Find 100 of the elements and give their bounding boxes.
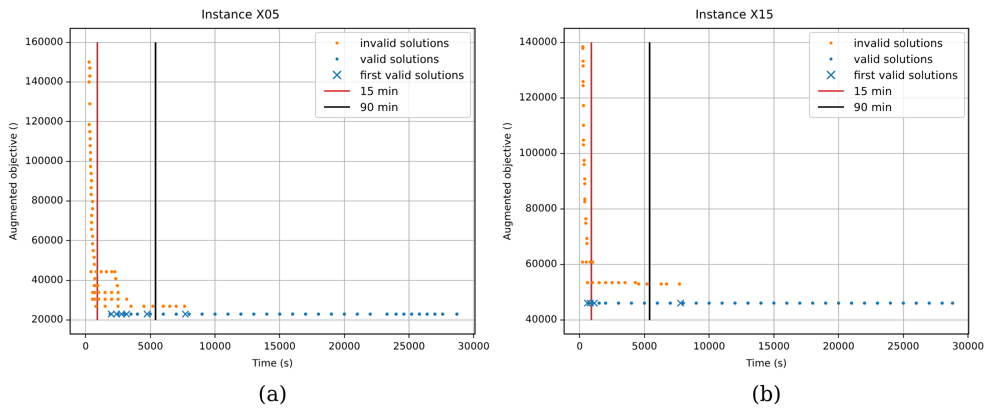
- y-tick-label: 100000: [24, 156, 64, 167]
- point: [616, 302, 620, 305]
- point: [584, 217, 588, 220]
- legend-label: invalid solutions: [360, 36, 450, 50]
- point: [586, 299, 594, 307]
- point: [581, 64, 585, 68]
- legend-label: 90 min: [360, 100, 398, 114]
- x-tick-label: 30000: [458, 342, 490, 353]
- x-axis-title: Time (s): [745, 358, 787, 370]
- x-tick-label: 25000: [393, 342, 425, 353]
- point: [637, 282, 640, 286]
- point: [586, 281, 590, 284]
- legend-label: first valid solutions: [360, 68, 464, 82]
- point: [582, 104, 586, 108]
- point: [811, 302, 814, 305]
- text: (a): [258, 382, 288, 406]
- point: [798, 302, 802, 305]
- point: [824, 302, 828, 305]
- point: [772, 302, 776, 305]
- point: [888, 302, 892, 305]
- legend-label: 15 min: [360, 84, 398, 98]
- point: [584, 222, 588, 225]
- point: [623, 281, 627, 284]
- point: [678, 282, 681, 286]
- y-tick-label: 80000: [31, 196, 64, 207]
- point: [604, 281, 608, 284]
- point: [940, 302, 944, 305]
- point: [660, 282, 663, 286]
- point: [642, 302, 646, 305]
- point: [682, 302, 685, 305]
- point: [656, 302, 659, 305]
- y-tick-label: 40000: [525, 314, 558, 326]
- y-tick-label: 60000: [525, 259, 558, 270]
- point: [591, 260, 594, 264]
- legend-label: valid solutions: [360, 52, 440, 66]
- point: [591, 281, 594, 284]
- point: [694, 302, 698, 305]
- y-tick-label: 40000: [31, 275, 64, 286]
- point: [950, 302, 954, 305]
- point: [583, 182, 586, 186]
- point: [583, 200, 586, 204]
- point: [850, 302, 854, 305]
- point: [582, 124, 586, 127]
- x-tick-label: 5000: [138, 342, 164, 353]
- point: [876, 302, 880, 305]
- point: [580, 260, 584, 264]
- point: [585, 236, 588, 240]
- point: [584, 260, 588, 264]
- x-tick-label: 15000: [758, 342, 790, 353]
- point: [598, 281, 601, 284]
- point: [598, 302, 601, 305]
- point: [581, 60, 585, 63]
- x-tick-label: 20000: [328, 342, 360, 353]
- point: [668, 302, 672, 305]
- point: [630, 302, 634, 305]
- x-tick-label: 15000: [264, 342, 296, 353]
- point: [584, 299, 592, 307]
- chart-title: Instance X15: [695, 7, 774, 22]
- legend-label: valid solutions: [854, 52, 933, 66]
- point: [634, 281, 637, 284]
- point: [583, 177, 586, 181]
- point: [746, 302, 750, 305]
- x-tick-label: 5000: [632, 342, 658, 353]
- legend-label: 15 min: [854, 84, 892, 98]
- x-tick-label: 0: [576, 342, 583, 353]
- point: [902, 302, 905, 305]
- point: [610, 281, 614, 284]
- x-tick-label: 20000: [822, 342, 855, 353]
- y-tick-label: 120000: [24, 116, 64, 128]
- point: [581, 84, 585, 88]
- point: [582, 138, 586, 142]
- y-tick-label: 20000: [31, 314, 64, 326]
- y-tick-label: 80000: [525, 204, 558, 215]
- legend-label: first valid solutions: [854, 68, 958, 82]
- point: [676, 299, 684, 307]
- y-tick-label: 140000: [518, 36, 558, 48]
- point: [582, 162, 586, 166]
- point: [862, 302, 866, 305]
- point: [759, 302, 763, 305]
- point: [582, 143, 586, 146]
- y-tick-label: 100000: [518, 148, 558, 160]
- point: [928, 302, 931, 305]
- point: [583, 197, 586, 201]
- y-tick-label: 160000: [24, 36, 64, 48]
- x-tick-label: 10000: [199, 342, 231, 353]
- point: [785, 302, 788, 305]
- y-tick-label: 120000: [518, 92, 558, 104]
- x-tick-label: 30000: [952, 342, 984, 353]
- point: [720, 302, 724, 305]
- point: [708, 302, 711, 305]
- y-axis-title: Augmented objective (): [8, 122, 20, 240]
- point: [914, 302, 918, 305]
- y-axis-title: Augmented objective (): [502, 122, 514, 240]
- point: [582, 158, 586, 162]
- text: (b): [752, 382, 782, 406]
- point: [664, 282, 668, 286]
- point: [837, 302, 840, 305]
- point: [733, 302, 737, 305]
- legend-label: 90 min: [854, 100, 892, 114]
- legend-label: invalid solutions: [854, 36, 943, 50]
